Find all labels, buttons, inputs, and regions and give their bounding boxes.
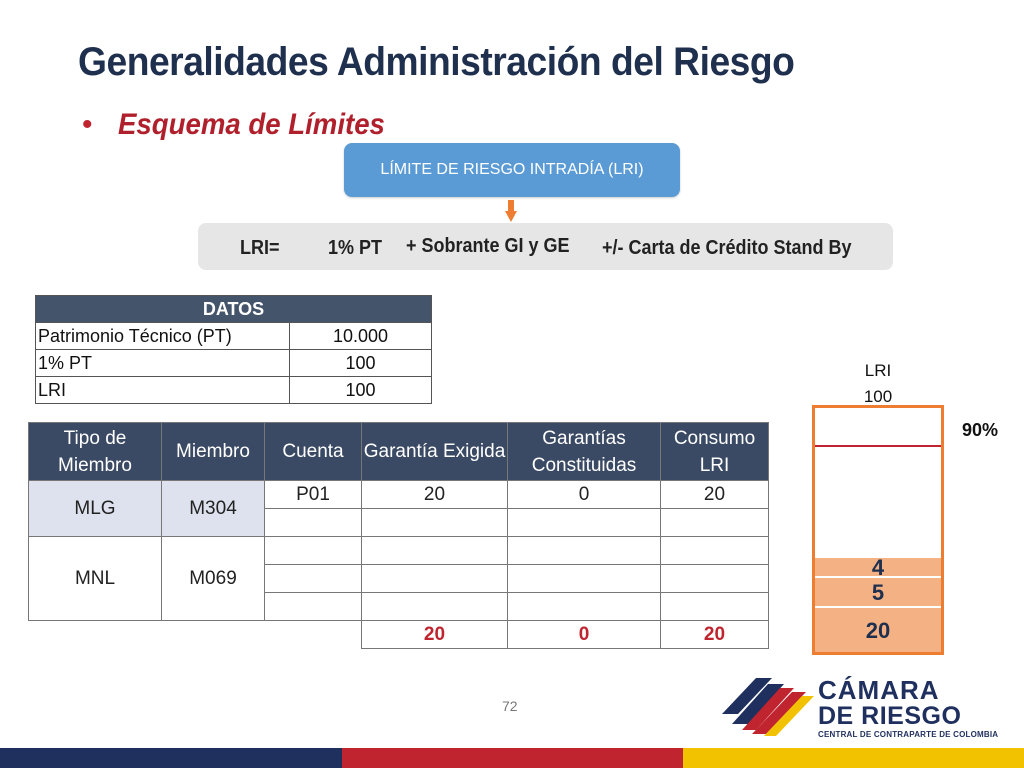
constituidas-cell: 0 xyxy=(507,480,661,509)
col-header-garantia-exigida: Garantía Exigida xyxy=(361,422,508,481)
logo-text-line2: DE RIESGO xyxy=(818,702,962,730)
col-header-garantias-constituidas: Garantías Constituidas xyxy=(507,422,661,481)
page-number: 72 xyxy=(502,698,518,714)
constituidas-cell: 5 xyxy=(507,508,661,537)
footer-band-yellow xyxy=(683,748,1024,768)
slide-subtitle: Esquema de Límites xyxy=(118,108,385,141)
bullet-marker: • xyxy=(82,108,93,141)
threshold-label: 90% xyxy=(962,420,999,440)
miembro-cell: M304 xyxy=(161,480,265,537)
col-header-miembro: Miembro xyxy=(161,422,265,481)
datos-row: LRI 100 xyxy=(35,376,432,404)
gauge-segment: 4 xyxy=(815,556,941,579)
tipo-miembro-cell: MLG xyxy=(28,480,162,537)
lri-consumption-gauge: 4 5 20 xyxy=(812,405,944,655)
datos-value: 100 xyxy=(289,376,432,404)
camara-de-riesgo-logo xyxy=(722,678,814,736)
col-header-cuenta: Cuenta xyxy=(264,422,362,481)
datos-value: 10.000 xyxy=(289,322,432,350)
exigida-cell: 4 xyxy=(361,592,508,621)
threshold-line xyxy=(815,445,941,447)
exigida-cell: 8 xyxy=(361,564,508,593)
datos-row: Patrimonio Técnico (PT) 10.000 xyxy=(35,322,432,350)
datos-label: LRI xyxy=(35,376,290,404)
logo-text-line3: CENTRAL DE CONTRAPARTE DE COLOMBIA xyxy=(818,730,999,739)
datos-label: Patrimonio Técnico (PT) xyxy=(35,322,290,350)
constituidas-cell: 8 xyxy=(507,564,661,593)
formula-term-carta: +/- Carta de Crédito Stand By xyxy=(602,237,852,259)
table-row: T02 8 8 0 xyxy=(29,564,769,593)
consumo-cell: 0 xyxy=(660,536,769,565)
formula-lhs: LRI= xyxy=(240,237,280,259)
lri-formula: LRI= 1% PT + Sobrante GI y GE +/- Carta … xyxy=(198,223,893,270)
table-row: MNL M069 P01 16 16 0 xyxy=(28,536,769,621)
constituidas-cell: 16 xyxy=(507,536,661,565)
slide-title: Generalidades Administración del Riesgo xyxy=(78,40,795,84)
cuenta-cell: T01 xyxy=(264,508,362,537)
col-header-consumo-lri: Consumo LRI xyxy=(660,422,769,481)
datos-row: 1% PT 100 xyxy=(35,349,432,377)
gauge-label-name: LRI xyxy=(864,361,892,380)
down-arrow-icon xyxy=(505,200,517,222)
total-consumo: 20 xyxy=(660,620,769,649)
datos-header: DATOS xyxy=(35,295,432,323)
lri-box-label: LÍMITE DE RIESGO INTRADÍA (LRI) xyxy=(380,161,644,178)
totals-row: 20 0 20 xyxy=(29,620,769,649)
formula-term-sobrante: + Sobrante GI y GE xyxy=(406,235,570,257)
cuenta-cell: P01 xyxy=(264,480,362,509)
formula-term-pt: 1% PT xyxy=(328,237,383,259)
consumo-cell: 20 xyxy=(660,480,769,509)
footer-band-red xyxy=(342,748,683,768)
cuenta-cell: T02 xyxy=(264,564,362,593)
footer-band-navy xyxy=(0,748,342,768)
table-row: T01 10 5 5 xyxy=(29,508,769,537)
consumo-cell: 0 xyxy=(660,592,769,621)
datos-value: 100 xyxy=(289,349,432,377)
table-row: T03 4 4 0 xyxy=(29,592,769,621)
consumo-cell: 0 xyxy=(660,564,769,593)
guarantees-table: Tipo de Miembro Miembro Cuenta Garantía … xyxy=(28,422,769,649)
cuenta-cell: T03 xyxy=(264,592,362,621)
exigida-cell: 16 xyxy=(361,536,508,565)
miembro-cell: M069 xyxy=(161,536,265,621)
tipo-miembro-cell: MNL xyxy=(28,536,162,621)
table-row: MLG M304 P01 20 0 20 xyxy=(28,480,769,537)
consumo-cell: 5 xyxy=(660,508,769,537)
total-constituidas: 0 xyxy=(507,620,661,649)
exigida-cell: 10 xyxy=(361,508,508,537)
col-header-tipo: Tipo de Miembro xyxy=(28,422,162,481)
gauge-label: LRI 100 xyxy=(862,358,894,410)
gauge-segment: 20 xyxy=(815,606,941,652)
datos-table: DATOS Patrimonio Técnico (PT) 10.000 1% … xyxy=(35,295,432,404)
total-exigida: 20 xyxy=(361,620,508,649)
datos-label: 1% PT xyxy=(35,349,290,377)
logo-text-line1: CÁMARA xyxy=(818,675,940,705)
lri-definition-box: LÍMITE DE RIESGO INTRADÍA (LRI) xyxy=(344,143,680,197)
gauge-label-value: 100 xyxy=(863,387,893,406)
exigida-cell: 20 xyxy=(361,480,508,509)
gauge-segment: 5 xyxy=(815,576,941,606)
constituidas-cell: 4 xyxy=(507,592,661,621)
cuenta-cell: P01 xyxy=(264,536,362,565)
